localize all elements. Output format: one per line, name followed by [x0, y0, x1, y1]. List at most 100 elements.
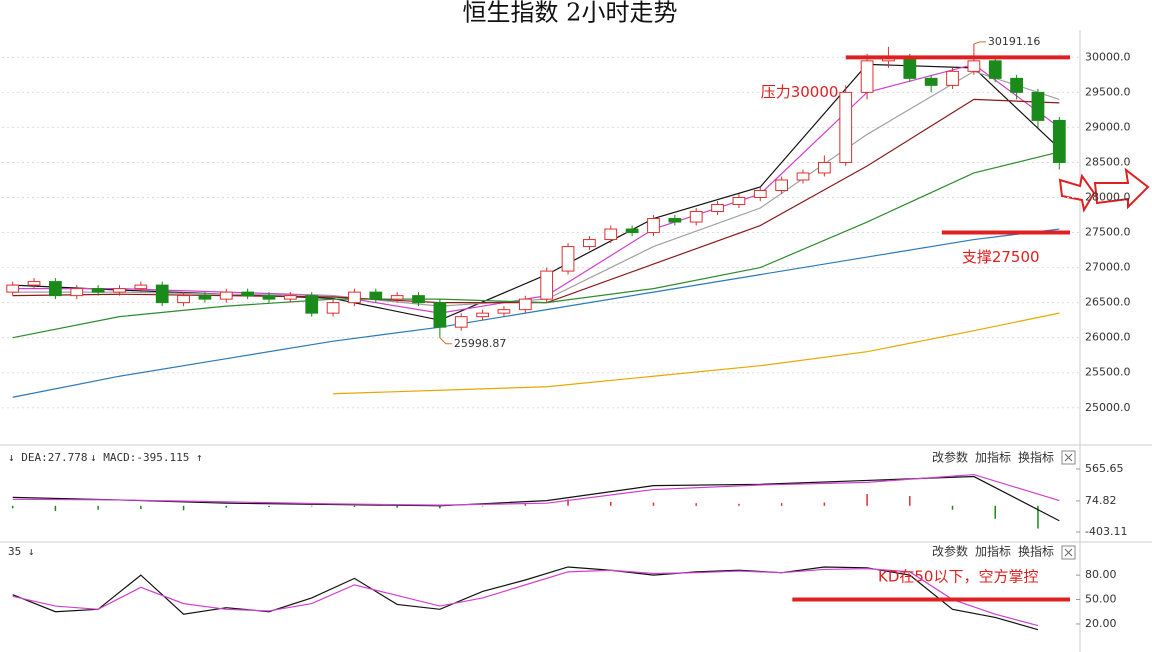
candle-body	[903, 56, 917, 79]
y-tick-label: 27000.0	[1085, 261, 1131, 274]
annotation: 25998.87	[454, 337, 507, 350]
candle-body	[155, 284, 169, 304]
annotation: KD在50以下，空方掌控	[878, 568, 1038, 586]
close-icon[interactable]	[1064, 548, 1073, 557]
candle-body	[1052, 119, 1066, 163]
candle-body	[433, 302, 447, 328]
y-tick-label: 28000.0	[1085, 191, 1131, 204]
candle-body	[518, 298, 532, 311]
candle-body	[326, 302, 340, 314]
annotation: 30191.16	[988, 35, 1041, 48]
candle-body	[583, 239, 596, 248]
indicator-header: ↓ DEA:27.778	[8, 451, 87, 464]
y-tick-label: 25500.0	[1085, 366, 1131, 379]
trend-arrows	[1058, 167, 1150, 213]
candle-body	[647, 218, 660, 234]
level-label: 支撑27500	[962, 248, 1040, 266]
candle-body	[497, 309, 511, 314]
indicator-button[interactable]: 加指标	[975, 450, 1011, 465]
y-tick-label: -403.11	[1085, 525, 1127, 538]
candle-body	[625, 228, 639, 234]
candle-body	[711, 204, 724, 213]
line	[12, 63, 1060, 314]
candle-body	[412, 295, 425, 304]
candle-body	[946, 70, 959, 86]
candle-body	[1031, 91, 1045, 121]
close-box[interactable]	[1061, 545, 1076, 560]
candle-body	[924, 77, 938, 86]
candle-body	[817, 161, 831, 174]
candle-body	[454, 316, 468, 328]
candle-body	[305, 295, 319, 314]
candle-body	[1010, 77, 1023, 93]
indicator-header: 35 ↓	[8, 545, 35, 558]
candle-body	[198, 295, 212, 300]
candle-body	[91, 288, 105, 293]
arrow	[1093, 167, 1150, 210]
line	[12, 70, 1060, 307]
line	[12, 475, 1060, 522]
y-tick-label: 27500.0	[1085, 226, 1131, 239]
candle-body	[561, 246, 575, 272]
candle-body	[70, 288, 84, 297]
candle-body	[49, 281, 62, 297]
y-tick-label: 30000.0	[1085, 50, 1131, 63]
line	[12, 151, 1060, 339]
annotation-pointer	[973, 41, 986, 45]
y-tick-label: 50.00	[1085, 593, 1117, 606]
candle-body	[113, 288, 126, 293]
candle-body	[689, 211, 703, 223]
candle-body	[796, 172, 810, 181]
y-tick-label: 26000.0	[1085, 331, 1131, 344]
close-icon[interactable]	[1064, 453, 1073, 462]
indicator-button[interactable]: 改参数	[932, 450, 968, 465]
close-box[interactable]	[1061, 450, 1076, 465]
candle-body	[283, 295, 297, 300]
candle-body	[219, 291, 233, 300]
line	[333, 312, 1060, 395]
candle-body	[988, 60, 1002, 79]
candle-body	[967, 60, 981, 72]
line	[12, 566, 1039, 631]
line	[12, 63, 1060, 321]
indicator-button[interactable]: 加指标	[975, 544, 1011, 559]
candle-body	[6, 284, 20, 293]
y-tick-label: 25000.0	[1085, 401, 1131, 414]
candle-body	[369, 291, 383, 300]
line	[12, 568, 1039, 627]
candle-body	[348, 291, 361, 304]
candle-body	[540, 270, 554, 300]
candle-body	[390, 295, 404, 300]
line	[12, 98, 1060, 304]
candle-body	[476, 312, 489, 318]
indicator-button[interactable]: 改参数	[932, 544, 968, 559]
candle-body	[134, 284, 148, 290]
candle-body	[753, 189, 767, 199]
candle-body	[860, 60, 874, 93]
indicator-header: ↓ MACD:-395.115 ↑	[90, 451, 203, 464]
y-tick-label: 80.00	[1085, 568, 1117, 581]
y-tick-label: 29000.0	[1085, 120, 1131, 133]
candle-body	[604, 228, 618, 241]
annotation-pointer	[439, 337, 452, 345]
chart-title: 恒生指数 2小时走势	[463, 0, 678, 27]
line	[12, 473, 1060, 506]
indicator-button[interactable]: 换指标	[1018, 450, 1054, 465]
y-tick-label: 28500.0	[1085, 155, 1131, 168]
candle-body	[241, 291, 255, 297]
candle-body	[732, 197, 746, 206]
y-tick-label: 26500.0	[1085, 296, 1131, 309]
candle-body	[839, 91, 853, 163]
y-tick-label: 20.00	[1085, 617, 1117, 630]
candle-body	[27, 281, 41, 286]
y-tick-label: 565.65	[1085, 462, 1124, 475]
candle-body	[262, 295, 276, 300]
y-tick-label: 29500.0	[1085, 85, 1131, 98]
candle-body	[775, 179, 789, 191]
indicator-button[interactable]: 换指标	[1018, 544, 1054, 559]
level-label: 压力30000	[761, 83, 839, 101]
candle-body	[177, 295, 190, 304]
y-tick-label: 74.82	[1085, 494, 1117, 507]
line	[12, 228, 1060, 398]
